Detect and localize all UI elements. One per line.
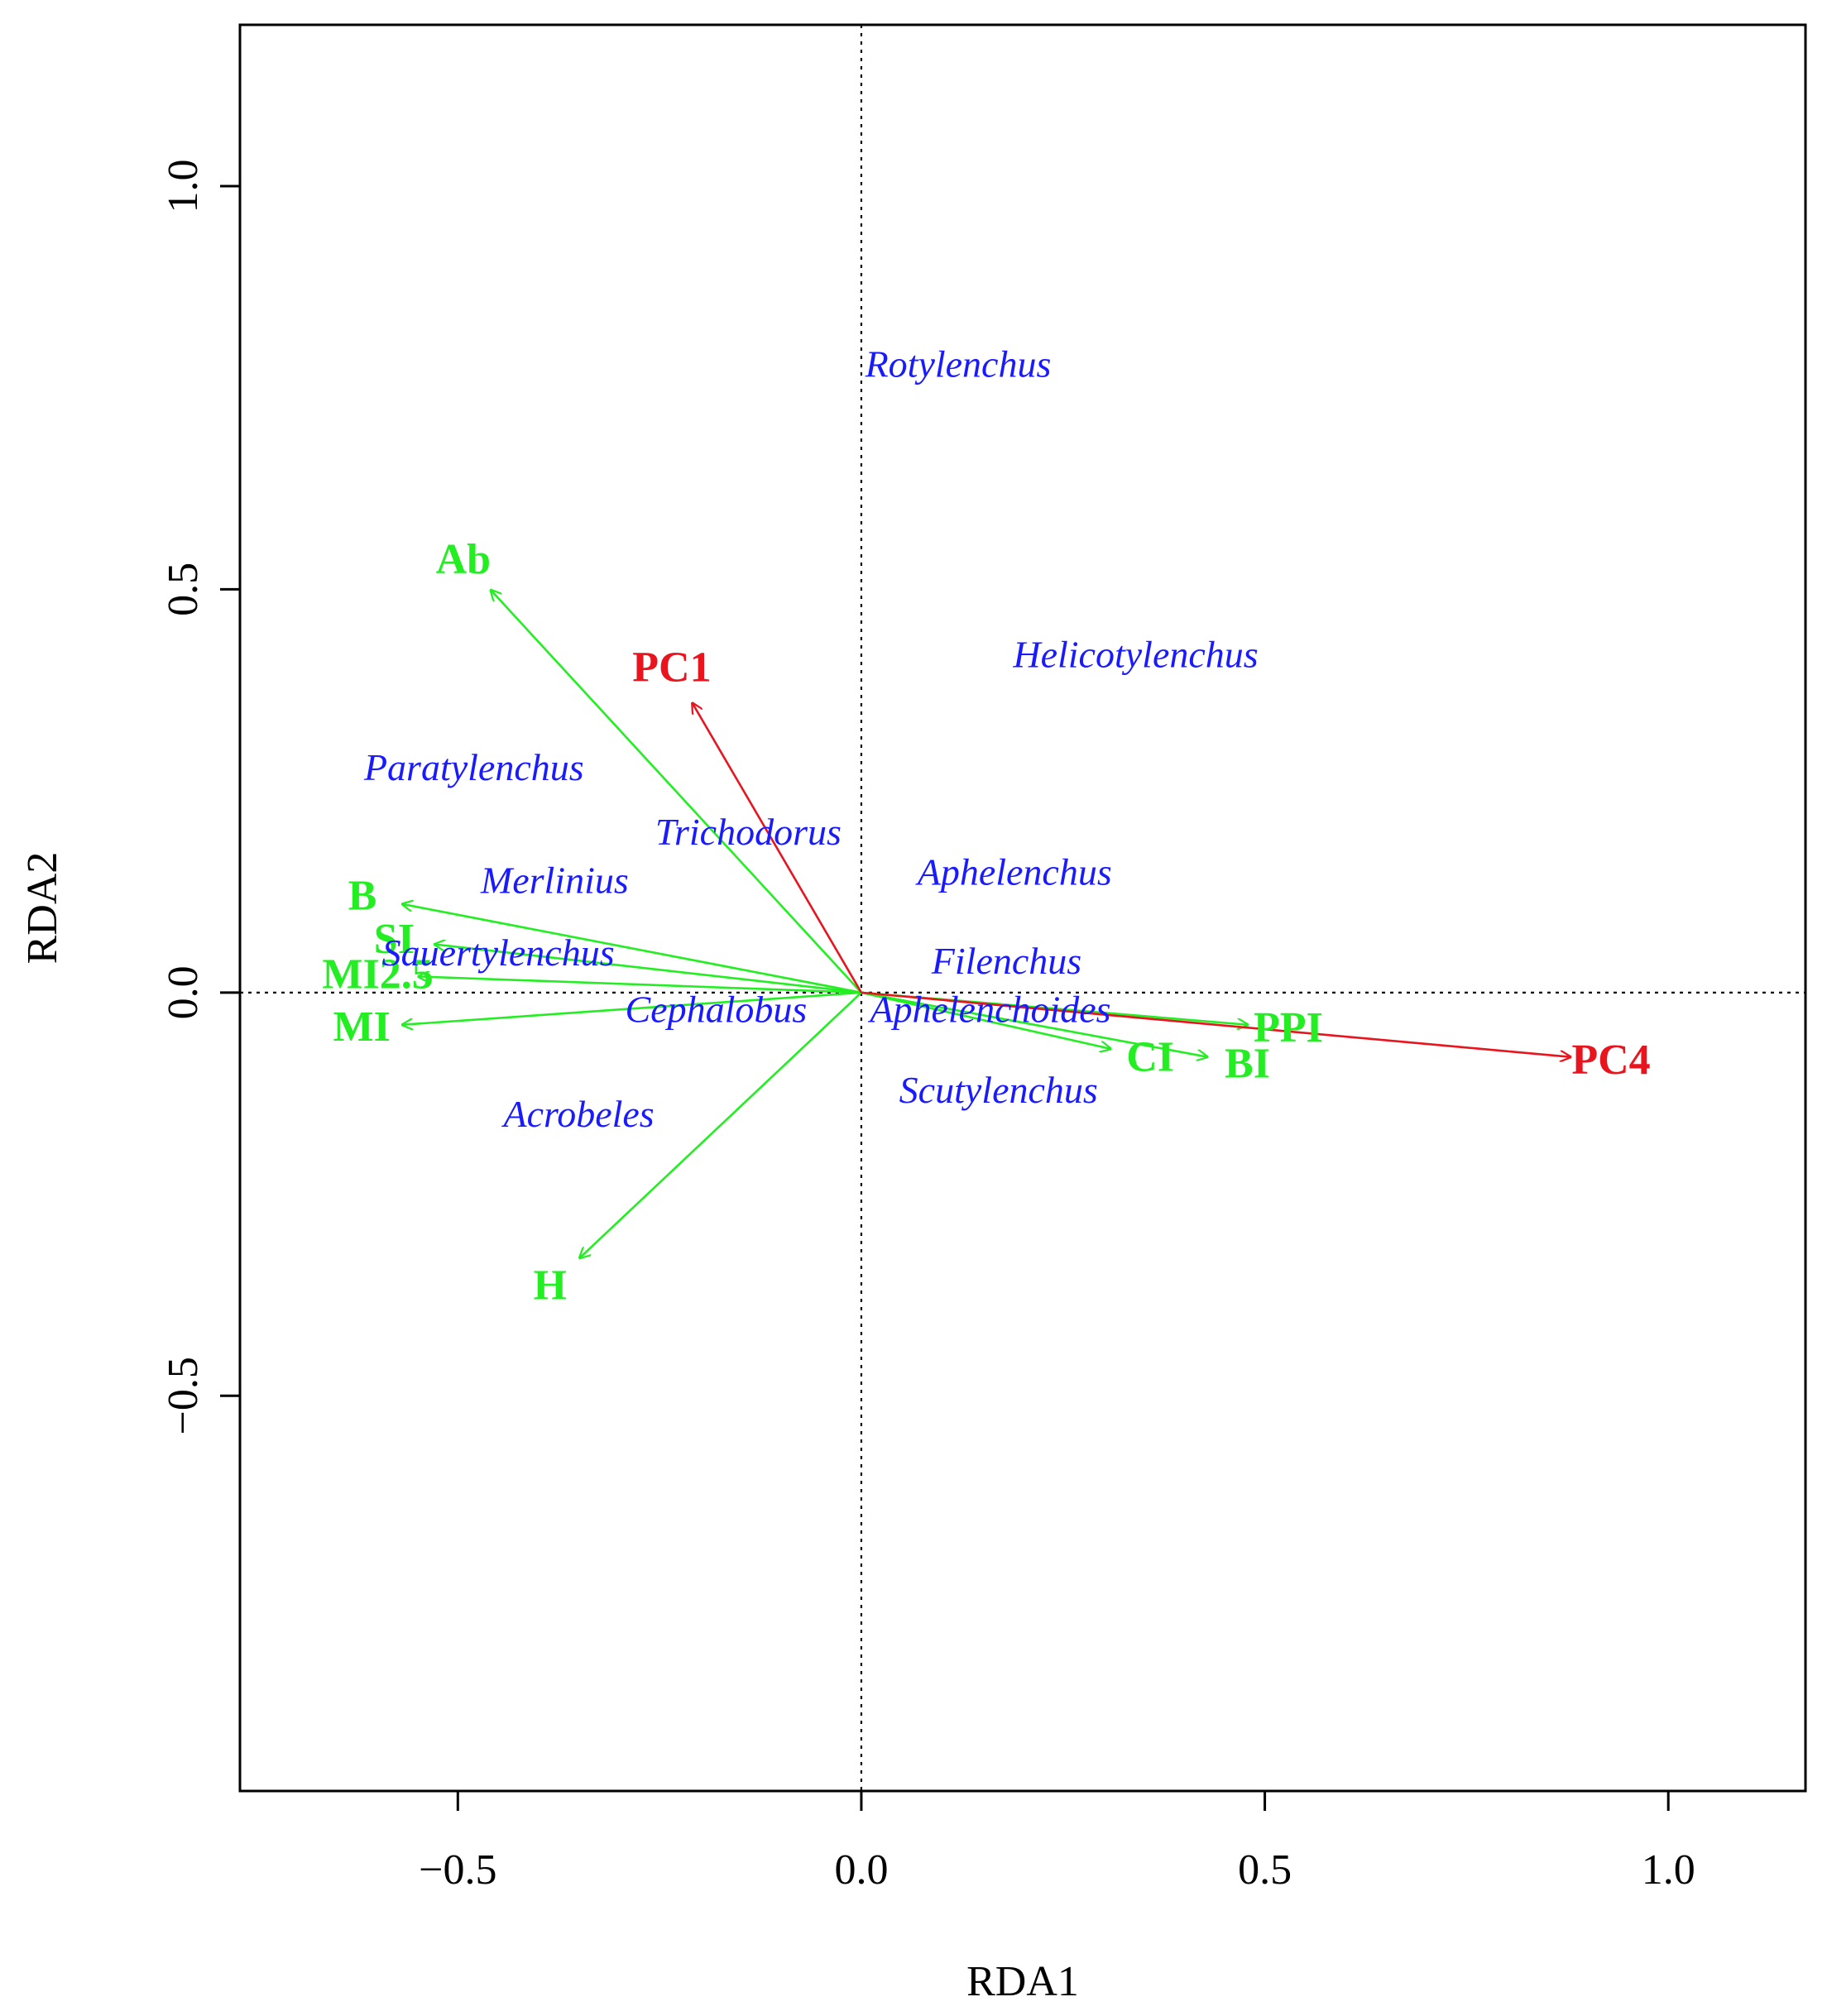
index-label-mi2-5: MI2.5 bbox=[322, 951, 433, 998]
species-label-paratylenchus: Paratylenchus bbox=[363, 746, 584, 788]
species-label-aphelenchoides: Aphelenchoides bbox=[867, 988, 1110, 1030]
index-label-si: SI bbox=[374, 916, 415, 963]
x-axis-title: RDA1 bbox=[966, 1958, 1079, 2005]
x-tick-label: 1.0 bbox=[1642, 1846, 1695, 1894]
index-label-bi: BI bbox=[1225, 1041, 1270, 1088]
species-label-aphelenchus: Aphelenchus bbox=[915, 851, 1112, 893]
index-arrow-mi bbox=[401, 991, 862, 1025]
index-arrow-b bbox=[401, 904, 862, 994]
species-label-cephalobus: Cephalobus bbox=[626, 988, 808, 1030]
predictor-arrow-pc4 bbox=[861, 991, 1571, 1057]
x-tick-label: 0.5 bbox=[1238, 1846, 1292, 1894]
y-tick-label: −0.5 bbox=[160, 1357, 207, 1434]
index-label-ci: CI bbox=[1126, 1034, 1174, 1081]
y-tick-label: 0.5 bbox=[160, 563, 207, 616]
species-label-merlinius: Merlinius bbox=[480, 859, 629, 901]
index-arrow-ci bbox=[861, 991, 1111, 1049]
species-label-trichodorus: Trichodorus bbox=[655, 811, 842, 853]
predictor-label-pc4: PC4 bbox=[1571, 1037, 1650, 1084]
x-tick-label: 0.0 bbox=[834, 1846, 888, 1894]
index-arrow-bi bbox=[861, 991, 1208, 1057]
index-label-b: B bbox=[348, 873, 377, 920]
index-arrow-h bbox=[579, 991, 862, 1259]
y-tick-label: 1.0 bbox=[160, 159, 207, 213]
species-label-helicotylenchus: Helicotylenchus bbox=[1012, 633, 1258, 675]
index-arrow-si bbox=[434, 944, 862, 994]
index-label-ab: Ab bbox=[436, 536, 491, 583]
y-axis-title: RDA2 bbox=[19, 852, 66, 965]
index-label-mi: MI bbox=[333, 1003, 391, 1051]
plot-frame bbox=[238, 23, 1807, 1793]
index-label-h: H bbox=[533, 1262, 566, 1309]
predictor-label-pc1: PC1 bbox=[632, 644, 711, 691]
index-label-ppi: PPI bbox=[1254, 1004, 1323, 1051]
y-tick-label: 0.0 bbox=[160, 965, 207, 1019]
species-label-filenchus: Filenchus bbox=[931, 940, 1081, 982]
species-label-rotylenchus: Rotylenchus bbox=[865, 342, 1052, 385]
species-label-acrobeles: Acrobeles bbox=[501, 1093, 654, 1135]
index-arrow-ab bbox=[490, 589, 862, 994]
predictor-arrow-pc1 bbox=[692, 702, 863, 994]
index-arrow-mi2-5 bbox=[418, 976, 861, 994]
species-label-sauertylenchus: Sauertylenchus bbox=[382, 931, 615, 974]
species-label-scutylenchus: Scutylenchus bbox=[899, 1069, 1098, 1111]
x-tick-label: −0.5 bbox=[419, 1846, 496, 1894]
